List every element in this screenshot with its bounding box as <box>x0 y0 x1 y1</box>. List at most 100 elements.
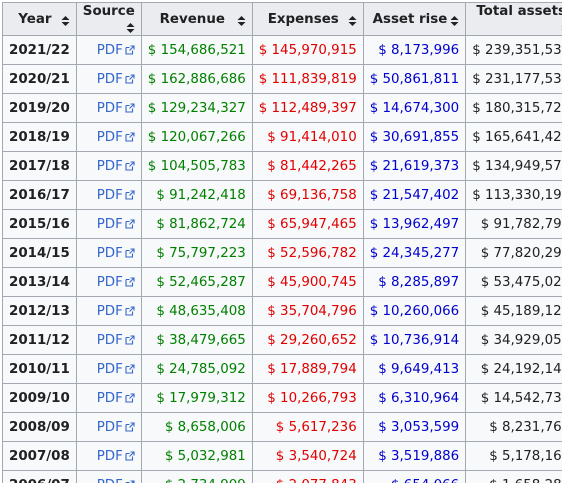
table-cell: $ 24,345,277 <box>362 238 467 268</box>
column-header[interactable]: Expenses <box>251 2 364 36</box>
column-header[interactable]: Revenue <box>140 2 253 36</box>
table-cell: 2020/21 <box>2 64 77 94</box>
sort-icon[interactable] <box>348 15 357 27</box>
table-row: 2010/11 PDF $ 24,785,092 $ 17,889,794 $ 9,64… <box>2 354 562 384</box>
table-cell: $ 52,596,782 <box>251 238 364 268</box>
table-cell: 2009/10 <box>2 383 77 413</box>
sort-icon[interactable] <box>237 15 246 27</box>
table-cell: $ 231,177,536 <box>465 64 562 94</box>
table-cell: $ 112,489,397 <box>251 93 364 123</box>
table-cell: $ 77,820,298 <box>465 238 562 268</box>
table-cell: $ 2,734,909 <box>140 470 253 483</box>
external-link-icon <box>125 363 135 374</box>
pdf-link[interactable]: PDF <box>96 216 123 232</box>
source-cell: PDF <box>75 412 142 442</box>
table-cell: $ 21,547,402 <box>362 180 467 210</box>
table-cell: $ 91,414,010 <box>251 122 364 152</box>
header-label: Revenue <box>159 11 225 27</box>
external-link-icon <box>125 305 135 316</box>
external-link-icon <box>125 276 135 287</box>
table-cell: $ 81,862,724 <box>140 209 253 239</box>
external-link-icon <box>125 479 135 483</box>
table-cell: $ 3,053,599 <box>362 412 467 442</box>
pdf-link[interactable]: PDF <box>96 390 123 406</box>
table-cell: $ 45,189,124 <box>465 296 562 326</box>
table-row: 2016/17 PDF $ 91,242,418 $ 69,136,758 $ 21,5… <box>2 180 562 210</box>
table-row: 2018/19 PDF $ 120,067,266 $ 91,414,010 $ 30,… <box>2 122 562 152</box>
table-cell: $ 14,542,731 <box>465 383 562 413</box>
external-link-icon <box>125 102 135 113</box>
source-cell: PDF <box>75 354 142 384</box>
external-link-icon <box>125 392 135 403</box>
table-cell: $ 45,900,745 <box>251 267 364 297</box>
sort-icon[interactable] <box>61 15 70 27</box>
table-cell: $ 13,962,497 <box>362 209 467 239</box>
table-row: 2006/07 PDF $ 2,734,909$ 2,077,843$ 654,06… <box>2 470 562 483</box>
header-label: Year <box>18 11 52 27</box>
table-cell: $ 5,617,236 <box>251 412 364 442</box>
table-cell: $ 111,839,819 <box>251 64 364 94</box>
sort-icon[interactable] <box>450 15 459 27</box>
pdf-link[interactable]: PDF <box>96 448 123 464</box>
table-cell: $ 24,192,144 <box>465 354 562 384</box>
table-cell: $ 53,475,021 <box>465 267 562 297</box>
external-link-icon <box>125 131 135 142</box>
source-cell: PDF <box>75 267 142 297</box>
table-cell: $ 180,315,725 <box>465 93 562 123</box>
column-header[interactable]: Total assets <box>465 2 562 36</box>
header-label: Asset rise <box>372 11 448 27</box>
pdf-link[interactable]: PDF <box>96 42 123 58</box>
external-link-icon <box>125 247 135 258</box>
pdf-link[interactable]: PDF <box>96 100 123 116</box>
external-link-icon <box>125 334 135 345</box>
column-header[interactable]: Year <box>2 2 77 36</box>
table-cell: $ 9,649,413 <box>362 354 467 384</box>
table-cell: $ 3,519,886 <box>362 441 467 471</box>
pdf-link[interactable]: PDF <box>96 303 123 319</box>
table-body: 2021/22 PDF $ 154,686,521 $ 145,970,915 $ 8,… <box>2 35 562 483</box>
table-cell: $ 21,619,373 <box>362 151 467 181</box>
table-cell: $ 10,260,066 <box>362 296 467 326</box>
header-label: Total assets <box>476 4 562 19</box>
external-link-icon <box>125 189 135 200</box>
table-cell: 2010/11 <box>2 354 77 384</box>
table-cell: 2011/12 <box>2 325 77 355</box>
table-row: 2020/21 PDF $ 162,886,686 $ 111,839,819 $ 50… <box>2 64 562 94</box>
table-row: 2019/20 PDF $ 129,234,327 $ 112,489,397 $ 14… <box>2 93 562 123</box>
sort-icon[interactable] <box>126 22 135 34</box>
table-cell: $ 14,674,300 <box>362 93 467 123</box>
pdf-link[interactable]: PDF <box>96 245 123 261</box>
table-cell: $ 17,889,794 <box>251 354 364 384</box>
table-row: 2015/16 PDF $ 81,862,724 $ 65,947,465 $ 13,9… <box>2 209 562 239</box>
source-cell: PDF <box>75 238 142 268</box>
table-cell: $ 8,231,767 <box>465 412 562 442</box>
source-cell: PDF <box>75 35 142 65</box>
pdf-link[interactable]: PDF <box>96 129 123 145</box>
table-cell: $ 91,242,418 <box>140 180 253 210</box>
table-row: 2009/10 PDF $ 17,979,312 $ 10,266,793 $ 6,31… <box>2 383 562 413</box>
table-cell: $ 654,066 <box>362 470 467 483</box>
pdf-link[interactable]: PDF <box>96 274 123 290</box>
table-cell: $ 3,540,724 <box>251 441 364 471</box>
external-link-icon <box>125 44 135 55</box>
pdf-link[interactable]: PDF <box>96 71 123 87</box>
table-cell: $ 165,641,425 <box>465 122 562 152</box>
external-link-icon <box>125 160 135 171</box>
source-cell: PDF <box>75 441 142 471</box>
pdf-link[interactable]: PDF <box>96 419 123 435</box>
pdf-link[interactable]: PDF <box>96 187 123 203</box>
table-cell: $ 50,861,811 <box>362 64 467 94</box>
pdf-link[interactable]: PDF <box>96 332 123 348</box>
table-cell: 2015/16 <box>2 209 77 239</box>
pdf-link[interactable]: PDF <box>96 361 123 377</box>
table-cell: $ 34,929,058 <box>465 325 562 355</box>
table-cell: $ 5,032,981 <box>140 441 253 471</box>
table-cell: 2014/15 <box>2 238 77 268</box>
table-row: 2021/22 PDF $ 154,686,521 $ 145,970,915 $ 8,… <box>2 35 562 65</box>
table-cell: 2017/18 <box>2 151 77 181</box>
table-row: 2007/08 PDF $ 5,032,981 $ 3,540,724 $ 3,519,… <box>2 441 562 471</box>
column-header[interactable]: Source <box>75 2 142 36</box>
pdf-link[interactable]: PDF <box>97 478 123 483</box>
column-header[interactable]: Asset rise <box>362 2 467 36</box>
pdf-link[interactable]: PDF <box>96 158 123 174</box>
